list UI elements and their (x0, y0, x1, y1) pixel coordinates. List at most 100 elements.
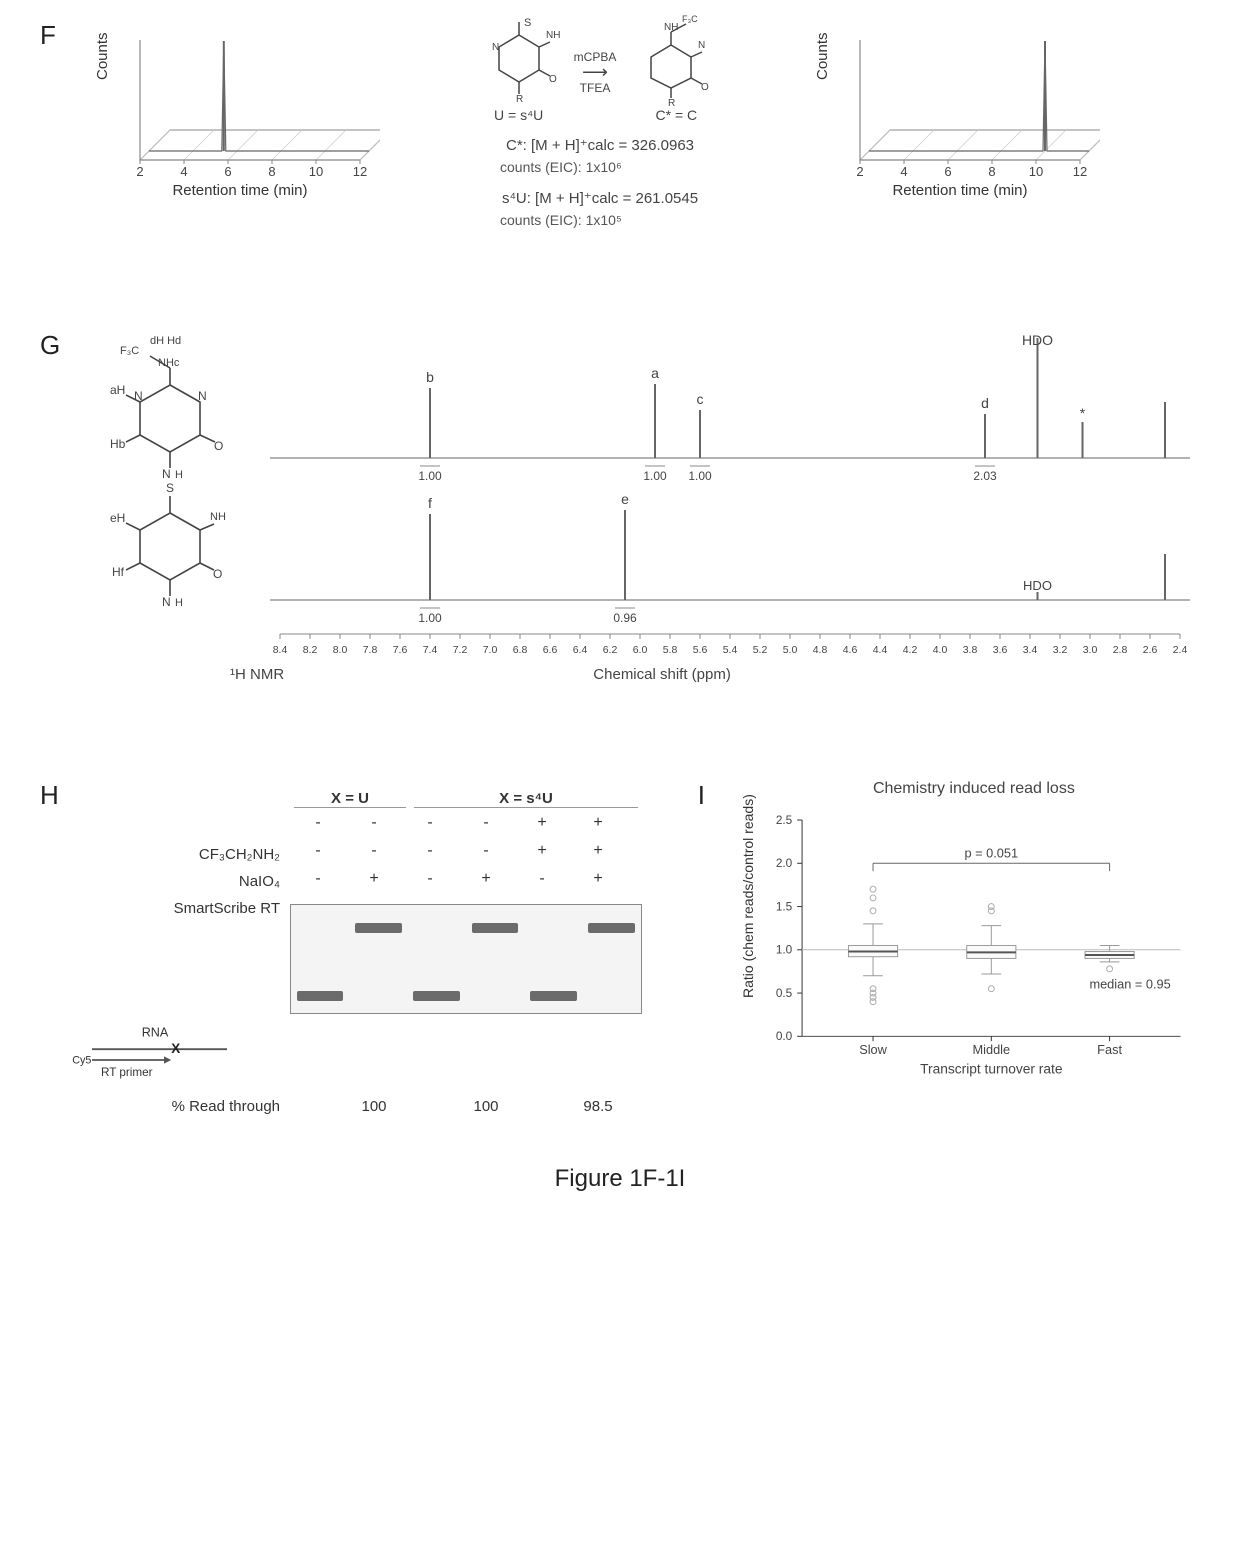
svg-text:*: * (1080, 405, 1086, 421)
svg-text:12: 12 (353, 164, 367, 179)
svg-text:3.0: 3.0 (1083, 644, 1098, 656)
svg-text:8: 8 (268, 164, 275, 179)
svg-text:2.5: 2.5 (776, 814, 793, 827)
svg-text:S: S (166, 481, 174, 495)
svg-text:Cy5: Cy5 (72, 1055, 91, 1067)
h-grid: ----++----++-+-+-+ (290, 814, 642, 898)
figure-caption: Figure 1F-1I (40, 1165, 1200, 1193)
svg-text:p = 0.051: p = 0.051 (964, 845, 1018, 860)
svg-text:7.8: 7.8 (363, 644, 378, 656)
panel-f: F Counts 24681012 Retention time (min) S (40, 20, 1200, 300)
h-cell: - (346, 842, 402, 870)
svg-text:3.6: 3.6 (993, 644, 1008, 656)
svg-text:6: 6 (944, 164, 951, 179)
svg-text:1.0: 1.0 (776, 944, 793, 957)
svg-text:4.6: 4.6 (843, 644, 858, 656)
readthrough-label: % Read through (60, 1098, 290, 1115)
svg-text:F₃C: F₃C (682, 14, 698, 24)
scheme-right-struct: NH F₃C N O R C* = C (636, 20, 716, 125)
svg-text:4.2: 4.2 (903, 644, 918, 656)
svg-text:N: N (698, 40, 705, 51)
svg-text:8.0: 8.0 (333, 644, 348, 656)
svg-text:3.2: 3.2 (1053, 644, 1068, 656)
h-row-3: SmartScribe RT (60, 900, 280, 917)
h-cell: - (346, 814, 402, 842)
scheme-left-label: U = s⁴U (484, 106, 554, 126)
rt-val: 98.5 (570, 1098, 626, 1115)
g-bottom-spectrum: f1.00e0.96HDODMSO-d6 (260, 475, 1200, 625)
svg-text:6.2: 6.2 (603, 644, 618, 656)
panel-h: H CF₃CH₂NH₂ NaIO₄ SmartScribe RT X = U X… (40, 780, 668, 1115)
g-top-structure: N N O NH Hb aH NHc F₃C dH Hd (90, 330, 260, 485)
gel-image (290, 904, 642, 1014)
svg-text:S: S (524, 17, 531, 29)
h-cell: + (514, 814, 570, 842)
panel-i-title: Chemistry induced read loss (748, 780, 1200, 798)
svg-text:NH: NH (546, 30, 560, 41)
counts-line-2: counts (EIC): 1x10⁵ (500, 211, 820, 231)
h-cell: + (458, 870, 514, 898)
svg-text:NH: NH (210, 511, 226, 523)
svg-text:6.0: 6.0 (633, 644, 648, 656)
svg-text:N: N (162, 595, 171, 609)
panel-f-ylabel-r: Counts (814, 32, 831, 80)
svg-text:c: c (697, 391, 704, 407)
rt-val (290, 1098, 346, 1115)
svg-text:0.0: 0.0 (776, 1030, 793, 1043)
svg-text:0.5: 0.5 (776, 987, 793, 1000)
rt-val (402, 1098, 458, 1115)
svg-text:4: 4 (180, 164, 187, 179)
svg-text:a: a (651, 365, 659, 381)
h-cell: - (402, 842, 458, 870)
svg-text:4.4: 4.4 (873, 644, 888, 656)
svg-text:N: N (198, 389, 207, 403)
svg-text:O: O (213, 567, 222, 581)
svg-text:10: 10 (309, 164, 323, 179)
svg-text:d: d (981, 395, 989, 411)
svg-text:median = 0.95: median = 0.95 (1089, 977, 1170, 992)
rna-label: RNA (142, 1026, 169, 1040)
svg-text:2.8: 2.8 (1113, 644, 1128, 656)
panel-i-ylabel: Ratio (chem reads/control reads) (740, 794, 756, 998)
svg-text:2: 2 (136, 164, 143, 179)
rt-val (514, 1098, 570, 1115)
svg-text:5.4: 5.4 (723, 644, 738, 656)
svg-text:7.2: 7.2 (453, 644, 468, 656)
h-cell: + (346, 870, 402, 898)
scheme-right-label: C* = C (636, 106, 716, 126)
h-cell: - (458, 814, 514, 842)
svg-text:O: O (701, 82, 709, 93)
panel-h-label: H (40, 780, 59, 811)
h-cell: - (290, 814, 346, 842)
scheme-arrow: mCPBA ⟶ TFEA (574, 49, 617, 97)
svg-text:RT primer: RT primer (101, 1066, 153, 1079)
svg-text:12: 12 (1073, 164, 1087, 179)
svg-text:2: 2 (856, 164, 863, 179)
svg-text:H: H (175, 597, 183, 609)
svg-text:Slow: Slow (859, 1042, 887, 1057)
h-cell: + (570, 870, 626, 898)
panel-f-right-chart: Counts 24681012 Retention time (min) (820, 20, 1100, 199)
h-cell: - (458, 842, 514, 870)
svg-text:Hb: Hb (110, 437, 126, 451)
h-cell: + (570, 842, 626, 870)
svg-text:Transcript turnover rate: Transcript turnover rate (920, 1062, 1063, 1077)
svg-text:7.0: 7.0 (483, 644, 498, 656)
svg-text:Hf: Hf (112, 565, 125, 579)
reagent-bottom: TFEA (580, 80, 611, 97)
svg-text:e: e (621, 491, 629, 507)
panel-f-left-chart: Counts 24681012 Retention time (min) (100, 20, 380, 199)
panel-g: G N N O NH Hb aH NHc F₃C dH Hd (40, 330, 1200, 750)
svg-text:8.4: 8.4 (273, 644, 288, 656)
h-cell: - (402, 870, 458, 898)
svg-text:10: 10 (1029, 164, 1043, 179)
svg-text:8.2: 8.2 (303, 644, 318, 656)
rt-val: 100 (346, 1098, 402, 1115)
rna-diagram: RNA Cy5 X RT primer (40, 1024, 270, 1092)
h-cell: - (290, 842, 346, 870)
nmr-axis: 8.48.28.07.87.67.47.27.06.86.66.46.26.05… (260, 629, 1200, 683)
nmr-xlabel: Chemical shift (ppm) (593, 666, 731, 683)
svg-text:f: f (428, 495, 432, 511)
h-cell: + (514, 842, 570, 870)
svg-text:3.4: 3.4 (1023, 644, 1038, 656)
